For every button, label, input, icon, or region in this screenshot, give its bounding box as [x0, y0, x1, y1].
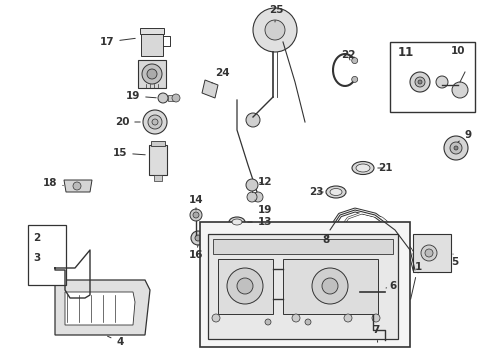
Bar: [213, 239, 392, 254]
Circle shape: [414, 77, 424, 87]
Circle shape: [321, 278, 337, 294]
Circle shape: [264, 20, 285, 40]
Text: 17: 17: [100, 37, 135, 47]
Circle shape: [435, 76, 447, 88]
Circle shape: [252, 8, 296, 52]
Ellipse shape: [231, 219, 242, 225]
Bar: [207, 234, 397, 339]
Ellipse shape: [325, 186, 346, 198]
Circle shape: [73, 182, 81, 190]
Text: 6: 6: [385, 281, 396, 291]
Circle shape: [158, 93, 168, 103]
Text: 4: 4: [107, 336, 123, 347]
Text: 16: 16: [188, 245, 203, 260]
Circle shape: [245, 179, 258, 191]
Circle shape: [449, 142, 461, 154]
Bar: [389, 42, 474, 112]
Text: 18: 18: [42, 178, 63, 188]
Polygon shape: [202, 80, 218, 98]
Circle shape: [409, 72, 429, 92]
Polygon shape: [55, 280, 150, 335]
Bar: [192, 235, 200, 240]
Circle shape: [424, 249, 432, 257]
Text: 5: 5: [450, 254, 458, 267]
Bar: [141, 34, 163, 56]
Text: 10: 10: [449, 46, 464, 56]
Bar: [154, 175, 162, 181]
Ellipse shape: [351, 162, 373, 175]
Circle shape: [453, 146, 457, 150]
Circle shape: [451, 82, 467, 98]
Ellipse shape: [228, 217, 244, 227]
Bar: [200, 222, 409, 347]
Circle shape: [417, 80, 421, 84]
Circle shape: [371, 314, 379, 322]
Circle shape: [351, 76, 357, 82]
Circle shape: [443, 136, 467, 160]
Text: 19: 19: [125, 91, 156, 101]
Circle shape: [142, 64, 162, 84]
Text: 24: 24: [212, 68, 229, 83]
Circle shape: [420, 245, 436, 261]
Circle shape: [172, 94, 180, 102]
Circle shape: [148, 115, 162, 129]
Circle shape: [245, 113, 260, 127]
Polygon shape: [65, 292, 135, 325]
Text: 14: 14: [188, 195, 203, 210]
Circle shape: [354, 287, 364, 297]
Text: 19: 19: [254, 200, 272, 215]
Text: 1: 1: [410, 262, 421, 299]
Circle shape: [252, 192, 263, 202]
Circle shape: [291, 314, 299, 322]
Text: 15: 15: [113, 148, 145, 158]
Text: 12: 12: [257, 177, 272, 187]
Circle shape: [212, 314, 220, 322]
Text: 8: 8: [322, 235, 329, 245]
Circle shape: [191, 231, 204, 245]
Text: 9: 9: [457, 130, 470, 142]
Circle shape: [311, 268, 347, 304]
Bar: [218, 259, 272, 314]
Bar: [149, 145, 167, 175]
Ellipse shape: [329, 189, 341, 195]
Circle shape: [193, 212, 199, 218]
Ellipse shape: [355, 164, 369, 172]
Circle shape: [380, 288, 388, 296]
Circle shape: [351, 58, 357, 64]
Bar: [283, 259, 377, 314]
Circle shape: [226, 268, 263, 304]
Text: 11: 11: [397, 46, 413, 59]
Bar: [138, 60, 165, 88]
Bar: [412, 234, 450, 272]
Circle shape: [237, 278, 252, 294]
Polygon shape: [64, 180, 92, 192]
Circle shape: [195, 235, 201, 241]
Text: 2: 2: [33, 233, 40, 243]
Text: 20: 20: [115, 117, 140, 127]
Circle shape: [343, 314, 351, 322]
Text: 21: 21: [377, 163, 391, 173]
Text: 22: 22: [340, 50, 354, 60]
Bar: [28, 225, 66, 285]
Circle shape: [264, 319, 270, 325]
Text: 7: 7: [371, 325, 379, 342]
Circle shape: [152, 119, 158, 125]
Bar: [151, 141, 164, 146]
Text: 23: 23: [308, 187, 323, 197]
Text: 13: 13: [247, 217, 272, 227]
Circle shape: [305, 319, 310, 325]
Circle shape: [142, 110, 167, 134]
Circle shape: [190, 209, 202, 221]
Circle shape: [246, 192, 257, 202]
Text: 3: 3: [33, 253, 40, 263]
Bar: [168, 95, 176, 101]
Bar: [140, 28, 163, 34]
Circle shape: [147, 69, 157, 79]
Text: 25: 25: [268, 5, 283, 22]
